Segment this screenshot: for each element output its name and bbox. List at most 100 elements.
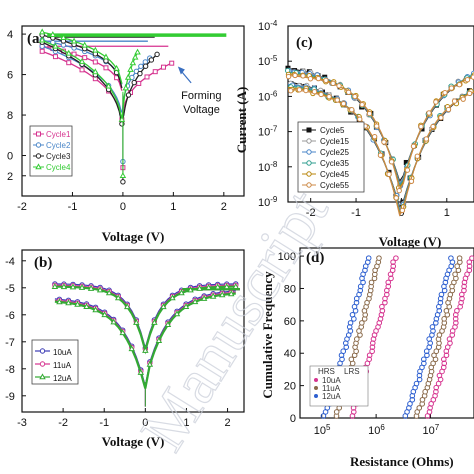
panel-b-point	[83, 303, 90, 310]
panel-c-legend-label: Cycle5	[320, 126, 345, 135]
panel-d-ytick-label: 0	[290, 413, 296, 425]
panel-b-point	[187, 286, 194, 293]
panel-c-legend-box	[297, 121, 365, 193]
panel-c-point	[414, 153, 421, 159]
panel-a-point	[154, 51, 160, 58]
panel-d-point	[347, 320, 354, 326]
panel-d-point	[424, 352, 430, 359]
panel-d-series-11uA-HRS	[424, 255, 474, 419]
panel-c-ytick-label: 10-6	[258, 89, 278, 104]
panel-b-point	[51, 283, 59, 289]
panel-d-legend-marker	[314, 394, 318, 398]
panel-c-legend-marker	[306, 127, 312, 133]
panel-b-ytick-label: -7	[5, 337, 15, 349]
panel-d-ytick-label: 80	[284, 283, 296, 295]
panel-b-point	[214, 283, 221, 290]
panel-a-point	[136, 80, 142, 86]
panel-b-point	[146, 360, 154, 367]
panel-d-series-10uA-HRS	[402, 255, 456, 419]
panel-d-ylabel: Cumulative Frequency	[260, 271, 275, 399]
panel-d-point	[356, 328, 362, 334]
panel-d-point	[438, 291, 445, 298]
panel-d-point	[449, 328, 456, 334]
panel-d-xtick-label: 106	[368, 423, 385, 438]
panel-c-legend-marker	[306, 160, 312, 166]
panel-d-legend-marker	[314, 378, 318, 382]
panel-d-point	[443, 352, 450, 359]
panel-d-point	[444, 344, 451, 350]
panel-c-point	[373, 123, 380, 129]
panel-b-point	[205, 283, 212, 290]
panel-d-point	[420, 356, 427, 363]
panel-b-ytick-label: -4	[5, 256, 15, 268]
panel-b-xtick-label: -2	[58, 417, 68, 429]
panel-a-point	[144, 74, 150, 80]
panel-d-point	[343, 344, 350, 350]
panel-c-legend-label: Cycle15	[320, 137, 349, 146]
panel-b-point	[124, 303, 131, 310]
panel-d-point	[421, 360, 427, 367]
panel-c-point	[357, 116, 363, 122]
panel-d-point	[353, 299, 360, 306]
panel-b-point	[78, 283, 86, 290]
panel-d-point	[357, 283, 364, 290]
panel-a-annotation-line2: Voltage	[183, 104, 220, 116]
panel-d-point	[423, 348, 430, 355]
panel-a-ytick-label: 0	[7, 151, 13, 163]
panel-b-point	[173, 310, 181, 317]
panel-c-ytick-label: 10-4	[258, 19, 278, 34]
panel-a-point	[119, 172, 127, 179]
panel-c-frame	[287, 25, 474, 203]
panel-a-point	[113, 64, 120, 71]
panel-d-point	[436, 332, 443, 338]
panel-b-point	[69, 283, 77, 290]
panel-b-point	[228, 290, 235, 297]
panel-c-ylabel: Current (A)	[234, 87, 249, 154]
panel-d-point	[385, 279, 392, 286]
panel-b-ytick-label: -9	[5, 391, 15, 403]
panel-a-ytick-label: 4	[7, 29, 13, 41]
panel-d-point	[339, 356, 345, 363]
panel-c-point	[315, 75, 322, 82]
panel-b-label: (b)	[34, 255, 52, 271]
panel-a-legend-label: Cycle1	[46, 130, 71, 139]
panel-b-xtick-label: 0	[142, 417, 148, 429]
panel-d-point	[353, 336, 360, 342]
panel-a-legend-label: Cycle4	[46, 163, 71, 172]
panel-d-point	[454, 263, 460, 270]
panel-b-ytick-label: -5	[5, 283, 15, 295]
panel-d-point	[440, 356, 447, 363]
panel-a-point	[131, 79, 137, 86]
panel-d-series-12uA-HRS	[413, 255, 463, 419]
panel-b-xtick-label: -1	[99, 417, 109, 429]
panel-d-point	[443, 307, 450, 314]
panel-c-point	[300, 73, 306, 79]
panel-d-point	[376, 255, 382, 261]
panel-c-legend-marker	[306, 138, 312, 144]
panel-a-point	[78, 57, 86, 64]
panel-a-point	[52, 42, 59, 49]
panel-d-point	[464, 271, 470, 278]
panel-a-point	[38, 36, 46, 43]
panel-c-ytick-label: 10-9	[258, 195, 278, 210]
panel-d-point	[466, 259, 473, 265]
panel-d-point	[407, 401, 413, 407]
panel-a-curve-upper	[42, 34, 123, 89]
panel-a-point	[103, 65, 109, 71]
panel-c-point	[345, 89, 352, 95]
panel-c-ytick-label: 10-8	[258, 159, 278, 174]
panel-c-legend-marker	[306, 182, 312, 188]
panel-b-point	[160, 303, 167, 310]
panel-c-xlabel: Voltage (V)	[379, 234, 442, 249]
panel-d-point	[353, 295, 360, 302]
panel-d-point	[461, 287, 467, 294]
panel-c-point	[371, 133, 378, 140]
panel-d-legend-header-lrs: LRS	[344, 367, 360, 376]
panel-b-point	[200, 294, 208, 301]
panel-b-point	[191, 298, 199, 305]
panel-a-series-Cycle4	[38, 28, 227, 179]
panel-c-point	[442, 89, 448, 96]
